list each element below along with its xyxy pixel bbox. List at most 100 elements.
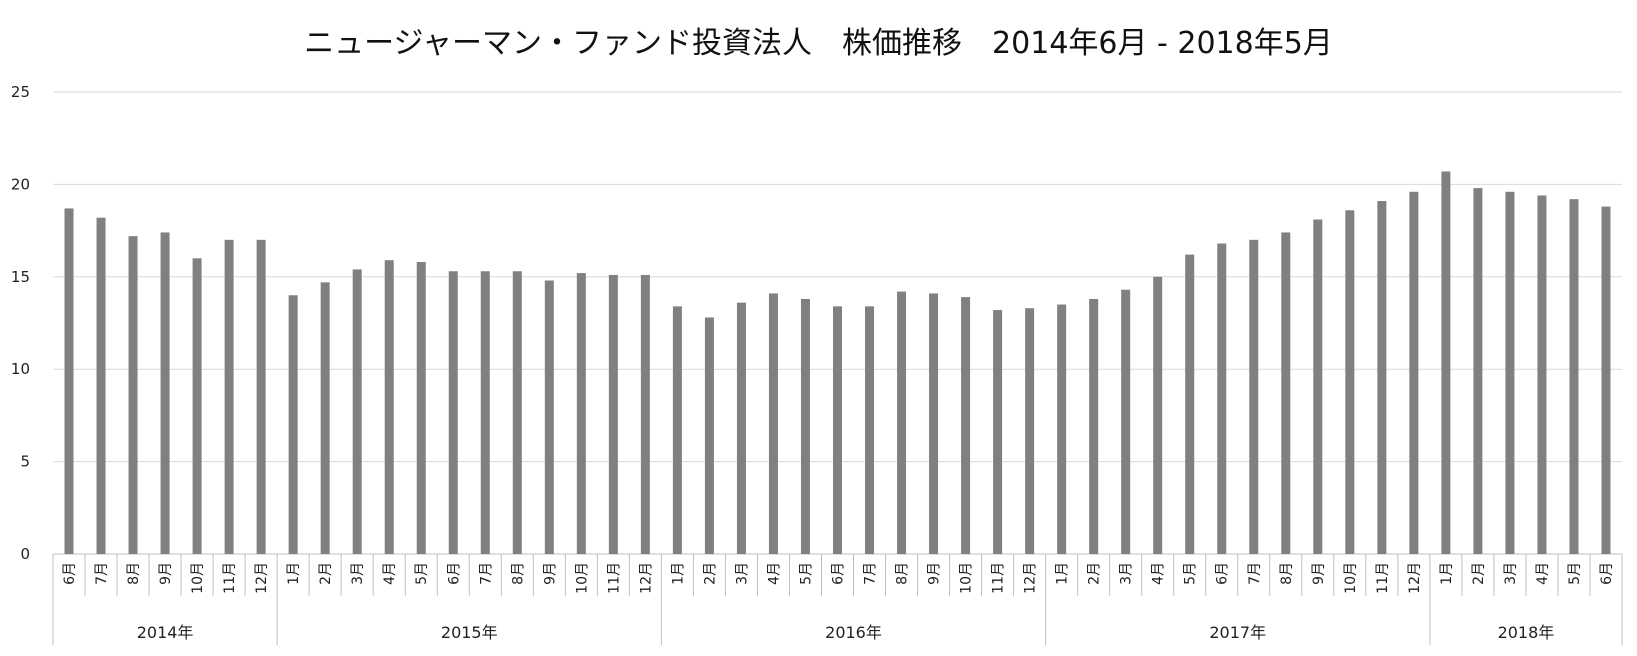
x-tick-label: 6月 [1599, 562, 1615, 585]
bar [1377, 201, 1387, 555]
bar [1025, 308, 1035, 554]
x-tick-label: 6月 [446, 562, 462, 585]
x-tick-label: 9月 [1311, 562, 1327, 585]
bar [544, 280, 554, 554]
x-tick-label: 9月 [927, 562, 943, 585]
bar [704, 317, 714, 554]
x-tick-label: 10月 [959, 562, 975, 594]
bar [192, 258, 202, 554]
x-tick-label: 3月 [1503, 562, 1519, 585]
x-tick-label: 8月 [895, 562, 911, 585]
x-tick-label: 12月 [1023, 562, 1039, 594]
bar [1121, 289, 1131, 554]
x-tick-label: 9月 [542, 562, 558, 585]
x-tick-label: 3月 [1119, 562, 1135, 585]
bar [1441, 171, 1451, 555]
x-tick-label: 1月 [286, 562, 302, 585]
x-tick-label: 6月 [62, 562, 78, 585]
bar [416, 262, 426, 554]
bar [1473, 188, 1483, 554]
x-tick-label: 8月 [126, 562, 142, 585]
x-tick-label: 4月 [1535, 562, 1551, 585]
x-tick-label: 1月 [670, 562, 686, 585]
bar [512, 271, 522, 554]
x-tick-label: 9月 [158, 562, 174, 585]
x-tick-label: 2月 [702, 562, 718, 585]
x-tick-label: 4月 [1151, 562, 1167, 585]
bar [1089, 298, 1099, 554]
year-group-label: 2016年 [825, 623, 882, 642]
x-tick-label: 4月 [766, 562, 782, 585]
x-tick-label: 11月 [1375, 562, 1391, 594]
bar [640, 274, 650, 554]
y-tick-label: 5 [20, 453, 30, 471]
bar [288, 295, 298, 554]
x-tick-label: 10月 [574, 562, 590, 594]
y-tick-label: 0 [20, 545, 30, 563]
bar [64, 208, 74, 554]
y-tick-label: 10 [11, 360, 30, 378]
bar [96, 217, 106, 554]
bar [1345, 210, 1355, 554]
x-tick-label: 1月 [1055, 562, 1071, 585]
bar [833, 306, 842, 554]
x-tick-label: 10月 [190, 562, 206, 594]
x-tick-label: 5月 [798, 562, 814, 585]
x-tick-label: 4月 [382, 562, 398, 585]
bar [320, 282, 330, 554]
x-tick-label: 2月 [318, 562, 334, 585]
bar [352, 269, 362, 554]
x-tick-label: 2月 [1471, 562, 1487, 585]
year-group-label: 2018年 [1498, 623, 1555, 642]
bar [1185, 254, 1195, 554]
bar [224, 239, 234, 554]
bar [1537, 195, 1547, 554]
bar [897, 291, 907, 554]
bar [128, 236, 138, 555]
bar [672, 306, 682, 554]
x-tick-label: 5月 [1567, 562, 1583, 585]
bar [608, 274, 618, 554]
bar [576, 273, 586, 554]
x-tick-label: 8月 [1279, 562, 1295, 585]
bar [1601, 206, 1611, 555]
x-tick-label: 11月 [606, 562, 622, 594]
bar [256, 239, 266, 554]
bar [1569, 199, 1579, 554]
x-tick-label: 11月 [991, 562, 1007, 594]
x-tick-label: 7月 [1247, 562, 1263, 585]
bar [800, 298, 810, 554]
bar [961, 297, 971, 554]
year-group-label: 2015年 [441, 623, 498, 642]
x-tick-label: 10月 [1343, 562, 1359, 594]
bar [1153, 276, 1163, 554]
bar [1409, 191, 1419, 555]
y-tick-label: 25 [11, 83, 30, 101]
x-tick-label: 7月 [478, 562, 494, 585]
x-tick-label: 11月 [222, 562, 238, 594]
bar [1057, 304, 1067, 554]
bar [736, 302, 746, 554]
x-tick-label: 8月 [510, 562, 526, 585]
bar [160, 232, 170, 554]
bar [384, 260, 394, 554]
bar [1249, 239, 1259, 554]
y-tick-label: 20 [11, 175, 30, 193]
x-tick-label: 12月 [1407, 562, 1423, 594]
x-tick-label: 2月 [1087, 562, 1103, 585]
bar [1217, 243, 1227, 554]
x-tick-label: 7月 [863, 562, 879, 585]
x-tick-label: 6月 [1215, 562, 1231, 585]
y-tick-label: 15 [11, 268, 30, 286]
bar [1505, 191, 1515, 555]
x-tick-label: 3月 [350, 562, 366, 585]
x-tick-label: 12月 [638, 562, 654, 594]
year-group-label: 2014年 [137, 623, 194, 642]
bar [448, 271, 458, 554]
x-tick-label: 3月 [734, 562, 750, 585]
bar [1281, 232, 1291, 554]
chart-title: ニュージャーマン・ファンド投資法人 株価推移 2014年6月 - 2018年5月 [304, 26, 1333, 61]
bar [993, 310, 1003, 554]
